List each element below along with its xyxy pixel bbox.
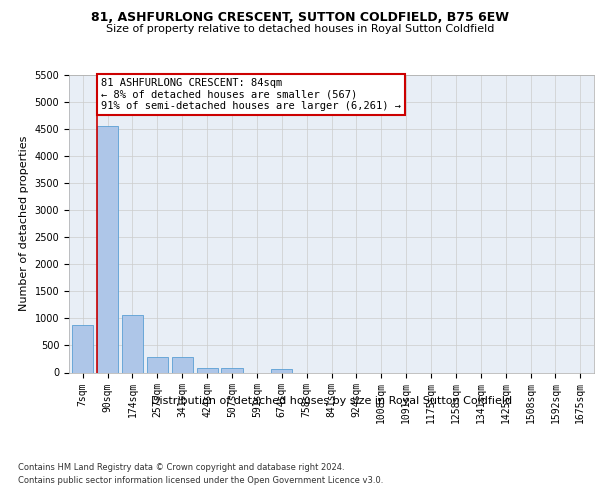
Bar [271,369,292,372]
Bar [72,326,93,372]
Text: Distribution of detached houses by size in Royal Sutton Coldfield: Distribution of detached houses by size … [151,396,512,406]
Bar [172,358,193,372]
Text: 81 ASHFURLONG CRESCENT: 84sqm
← 8% of detached houses are smaller (567)
91% of s: 81 ASHFURLONG CRESCENT: 84sqm ← 8% of de… [101,78,401,111]
Text: Contains HM Land Registry data © Crown copyright and database right 2024.: Contains HM Land Registry data © Crown c… [18,462,344,471]
Bar [221,368,242,372]
Bar [147,356,168,372]
Text: Contains public sector information licensed under the Open Government Licence v3: Contains public sector information licen… [18,476,383,485]
Bar [122,315,143,372]
Bar [197,368,218,372]
Bar [97,126,118,372]
Text: 81, ASHFURLONG CRESCENT, SUTTON COLDFIELD, B75 6EW: 81, ASHFURLONG CRESCENT, SUTTON COLDFIEL… [91,11,509,24]
Y-axis label: Number of detached properties: Number of detached properties [19,136,29,312]
Text: Size of property relative to detached houses in Royal Sutton Coldfield: Size of property relative to detached ho… [106,24,494,34]
